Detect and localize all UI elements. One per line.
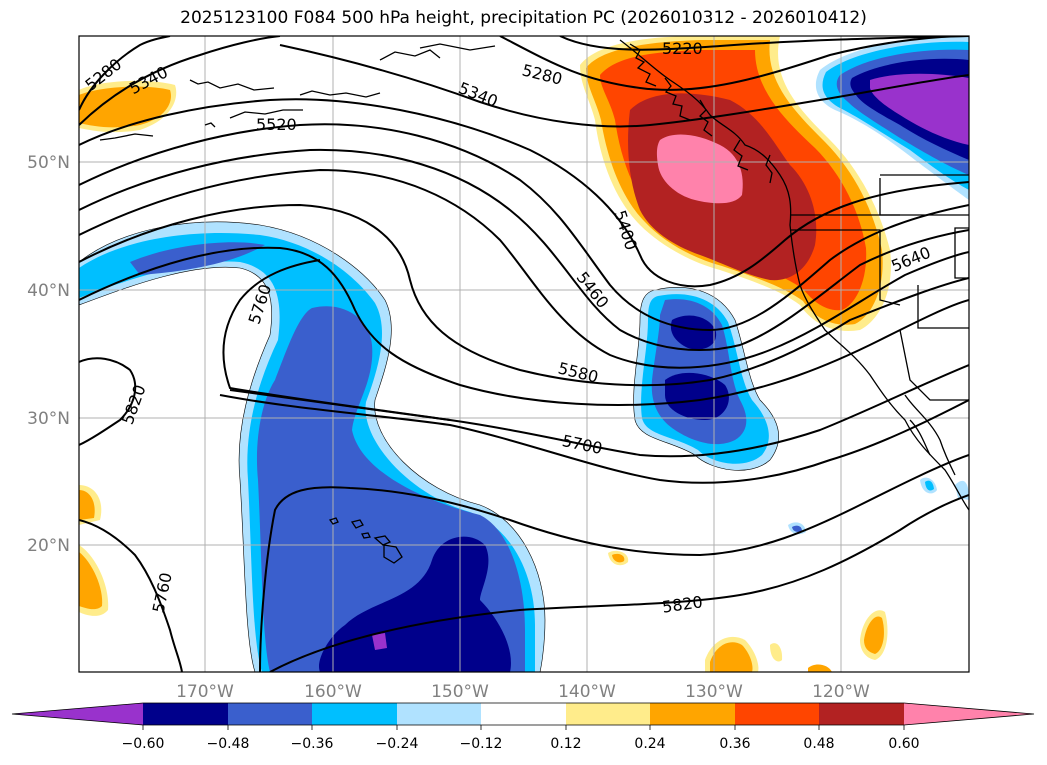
contour-label-5220: 5220 bbox=[662, 39, 703, 58]
colorbar: −0.60 −0.48 −0.36 −0.24 −0.12 0.12 0.24 … bbox=[11, 702, 1035, 752]
contour-5340-east bbox=[279, 44, 969, 128]
contour-5820 bbox=[259, 454, 969, 672]
contour-5760-arc bbox=[222, 259, 451, 421]
contour-5460 bbox=[79, 123, 969, 332]
colorbar-segment bbox=[397, 703, 481, 725]
lon-label-160w: 160°W bbox=[304, 682, 362, 702]
colorbar-tick: 0.48 bbox=[803, 736, 834, 752]
colorbar-segment bbox=[312, 703, 397, 725]
precipitation-shading bbox=[79, 36, 969, 672]
contour-5280-west bbox=[79, 36, 171, 111]
height-contours bbox=[79, 36, 969, 672]
contour-5580 bbox=[79, 203, 969, 387]
colorbar-segment bbox=[735, 703, 819, 725]
lat-label-20n: 20°N bbox=[27, 536, 70, 556]
lon-label-140w: 140°W bbox=[558, 682, 616, 702]
contour-5220 bbox=[559, 36, 969, 51]
contour-labels: 5280 5340 5520 5760 5820 5220 5280 5340 … bbox=[81, 39, 933, 617]
colorbar-tick: −0.48 bbox=[207, 736, 250, 752]
colorbar-tick: 0.36 bbox=[719, 736, 750, 752]
contour-5760-southwest bbox=[79, 519, 183, 672]
colorbar-segment bbox=[143, 703, 228, 725]
lon-label-130w: 130°W bbox=[685, 682, 743, 702]
gridlines bbox=[79, 36, 969, 672]
colorbar-tick: −0.12 bbox=[460, 736, 503, 752]
lon-label-150w: 150°W bbox=[431, 682, 489, 702]
colorbar-tick: −0.36 bbox=[291, 736, 334, 752]
colorbar-segment bbox=[819, 703, 904, 725]
colorbar-segment bbox=[566, 703, 650, 725]
colorbar-tick: 0.24 bbox=[634, 736, 665, 752]
longitude-labels: 170°W 160°W 150°W 140°W 130°W 120°W bbox=[176, 682, 870, 702]
strong-negative-precip-core bbox=[319, 536, 511, 672]
colorbar-tick: −0.60 bbox=[122, 736, 165, 752]
hawaii-islands bbox=[328, 517, 403, 564]
colorbar-tick: 0.12 bbox=[550, 736, 581, 752]
contour-5340-west bbox=[79, 36, 281, 126]
plot-frame bbox=[78, 35, 970, 673]
contour-5400 bbox=[79, 98, 969, 288]
lat-label-40n: 40°N bbox=[27, 281, 70, 301]
lon-label-170w: 170°W bbox=[176, 682, 234, 702]
lat-label-30n: 30°N bbox=[27, 409, 70, 429]
latitude-labels: 50°N 40°N 30°N 20°N bbox=[27, 153, 70, 556]
map-title: 2025123100 F084 500 hPa height, precipit… bbox=[180, 8, 867, 28]
coastlines bbox=[99, 39, 969, 511]
lon-label-120w: 120°W bbox=[812, 682, 870, 702]
colorbar-left-arrow bbox=[12, 703, 143, 725]
contour-5280-east bbox=[499, 36, 969, 91]
contour-label-5520: 5520 bbox=[256, 115, 297, 134]
colorbar-segment bbox=[228, 703, 312, 725]
colorbar-right-arrow bbox=[904, 703, 1034, 725]
colorbar-segment bbox=[650, 703, 735, 725]
contour-5820-west bbox=[79, 357, 137, 446]
colorbar-tick: 0.60 bbox=[888, 736, 919, 752]
contour-5640 bbox=[219, 394, 969, 484]
colorbar-tick: −0.24 bbox=[376, 736, 419, 752]
colorbar-segment bbox=[481, 703, 566, 725]
lat-label-50n: 50°N bbox=[27, 153, 70, 173]
